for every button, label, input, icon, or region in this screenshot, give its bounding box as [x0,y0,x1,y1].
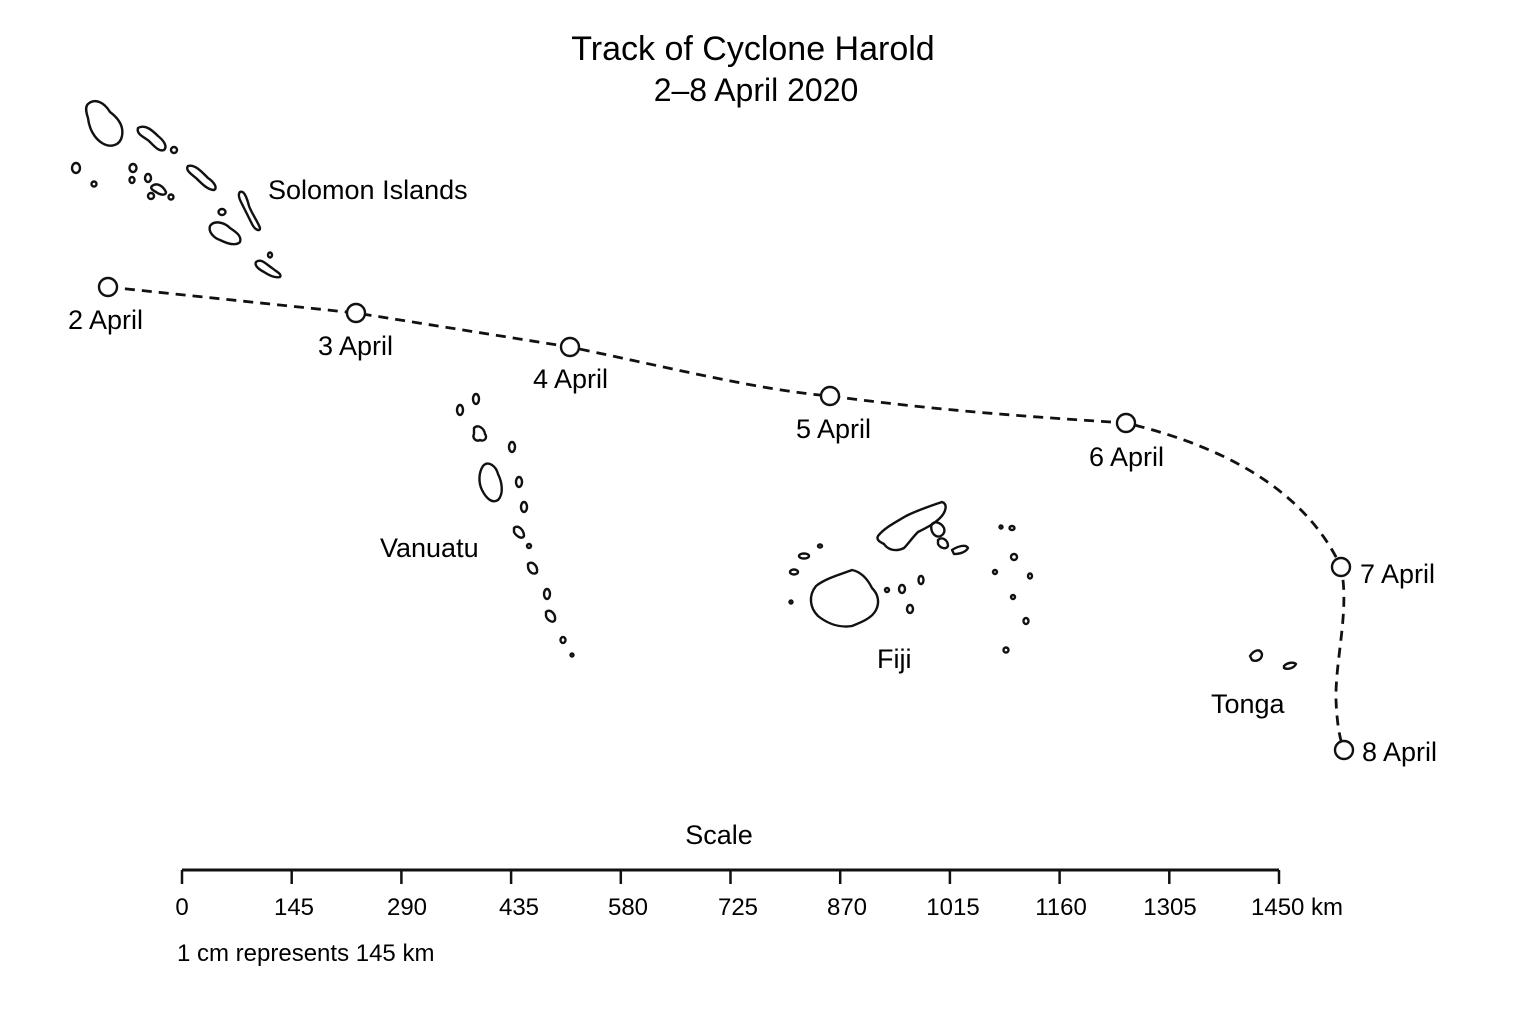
date-label-5-april: 5 April [796,414,871,444]
label-vanuatu: Vanuatu [380,533,479,563]
date-label-2-april: 2 April [68,305,143,335]
scale-tick-label: 435 [499,894,539,921]
tonga-islands-outline [1248,649,1298,670]
cyclone-track-line [107,285,1346,751]
label-solomon-islands: Solomon Islands [268,175,468,205]
label-tonga: Tonga [1211,689,1286,719]
track-point-7-april [1330,556,1352,578]
date-label-4-april: 4 April [533,364,608,394]
scale-tick-label: 145 [274,894,314,921]
track-point-3-april [345,302,367,324]
scale-tick-label: 290 [387,894,427,921]
fiji-islands-outline [788,500,1034,654]
scale-tick-label: 1160 [1035,894,1087,921]
track-point-8-april [1333,739,1355,761]
map-subtitle: 2–8 April 2020 [654,72,859,108]
scale-bar-tick-labels: 0 145 290 435 580 725 870 1015 1160 1305… [175,894,1343,921]
scale-bar-ticks [180,870,1281,884]
date-label-8-april: 8 April [1362,737,1437,767]
scale-tick-label: 0 [175,894,188,921]
vanuatu-islands-outline [455,392,575,658]
scale-tick-label: 870 [827,894,867,921]
scale-tick-label: 1305 [1143,894,1196,921]
date-label-7-april: 7 April [1360,559,1435,589]
label-fiji: Fiji [877,644,912,674]
solomon-islands-outline [70,100,282,279]
scale-note: 1 cm represents 145 km [177,940,434,967]
track-point-6-april [1115,412,1137,434]
scale-tick-label: 580 [608,894,648,921]
scale-tick-label: 725 [718,894,758,921]
scale-tick-label: 1450 km [1251,894,1343,921]
map-title: Track of Cyclone Harold [571,30,934,68]
track-point-4-april [559,336,581,358]
scale-heading: Scale [685,820,753,850]
date-label-3-april: 3 April [318,331,393,361]
track-point-5-april [819,385,841,407]
scale-tick-label: 1015 [926,894,979,921]
track-point-2-april [97,276,119,298]
date-label-6-april: 6 April [1089,442,1164,472]
